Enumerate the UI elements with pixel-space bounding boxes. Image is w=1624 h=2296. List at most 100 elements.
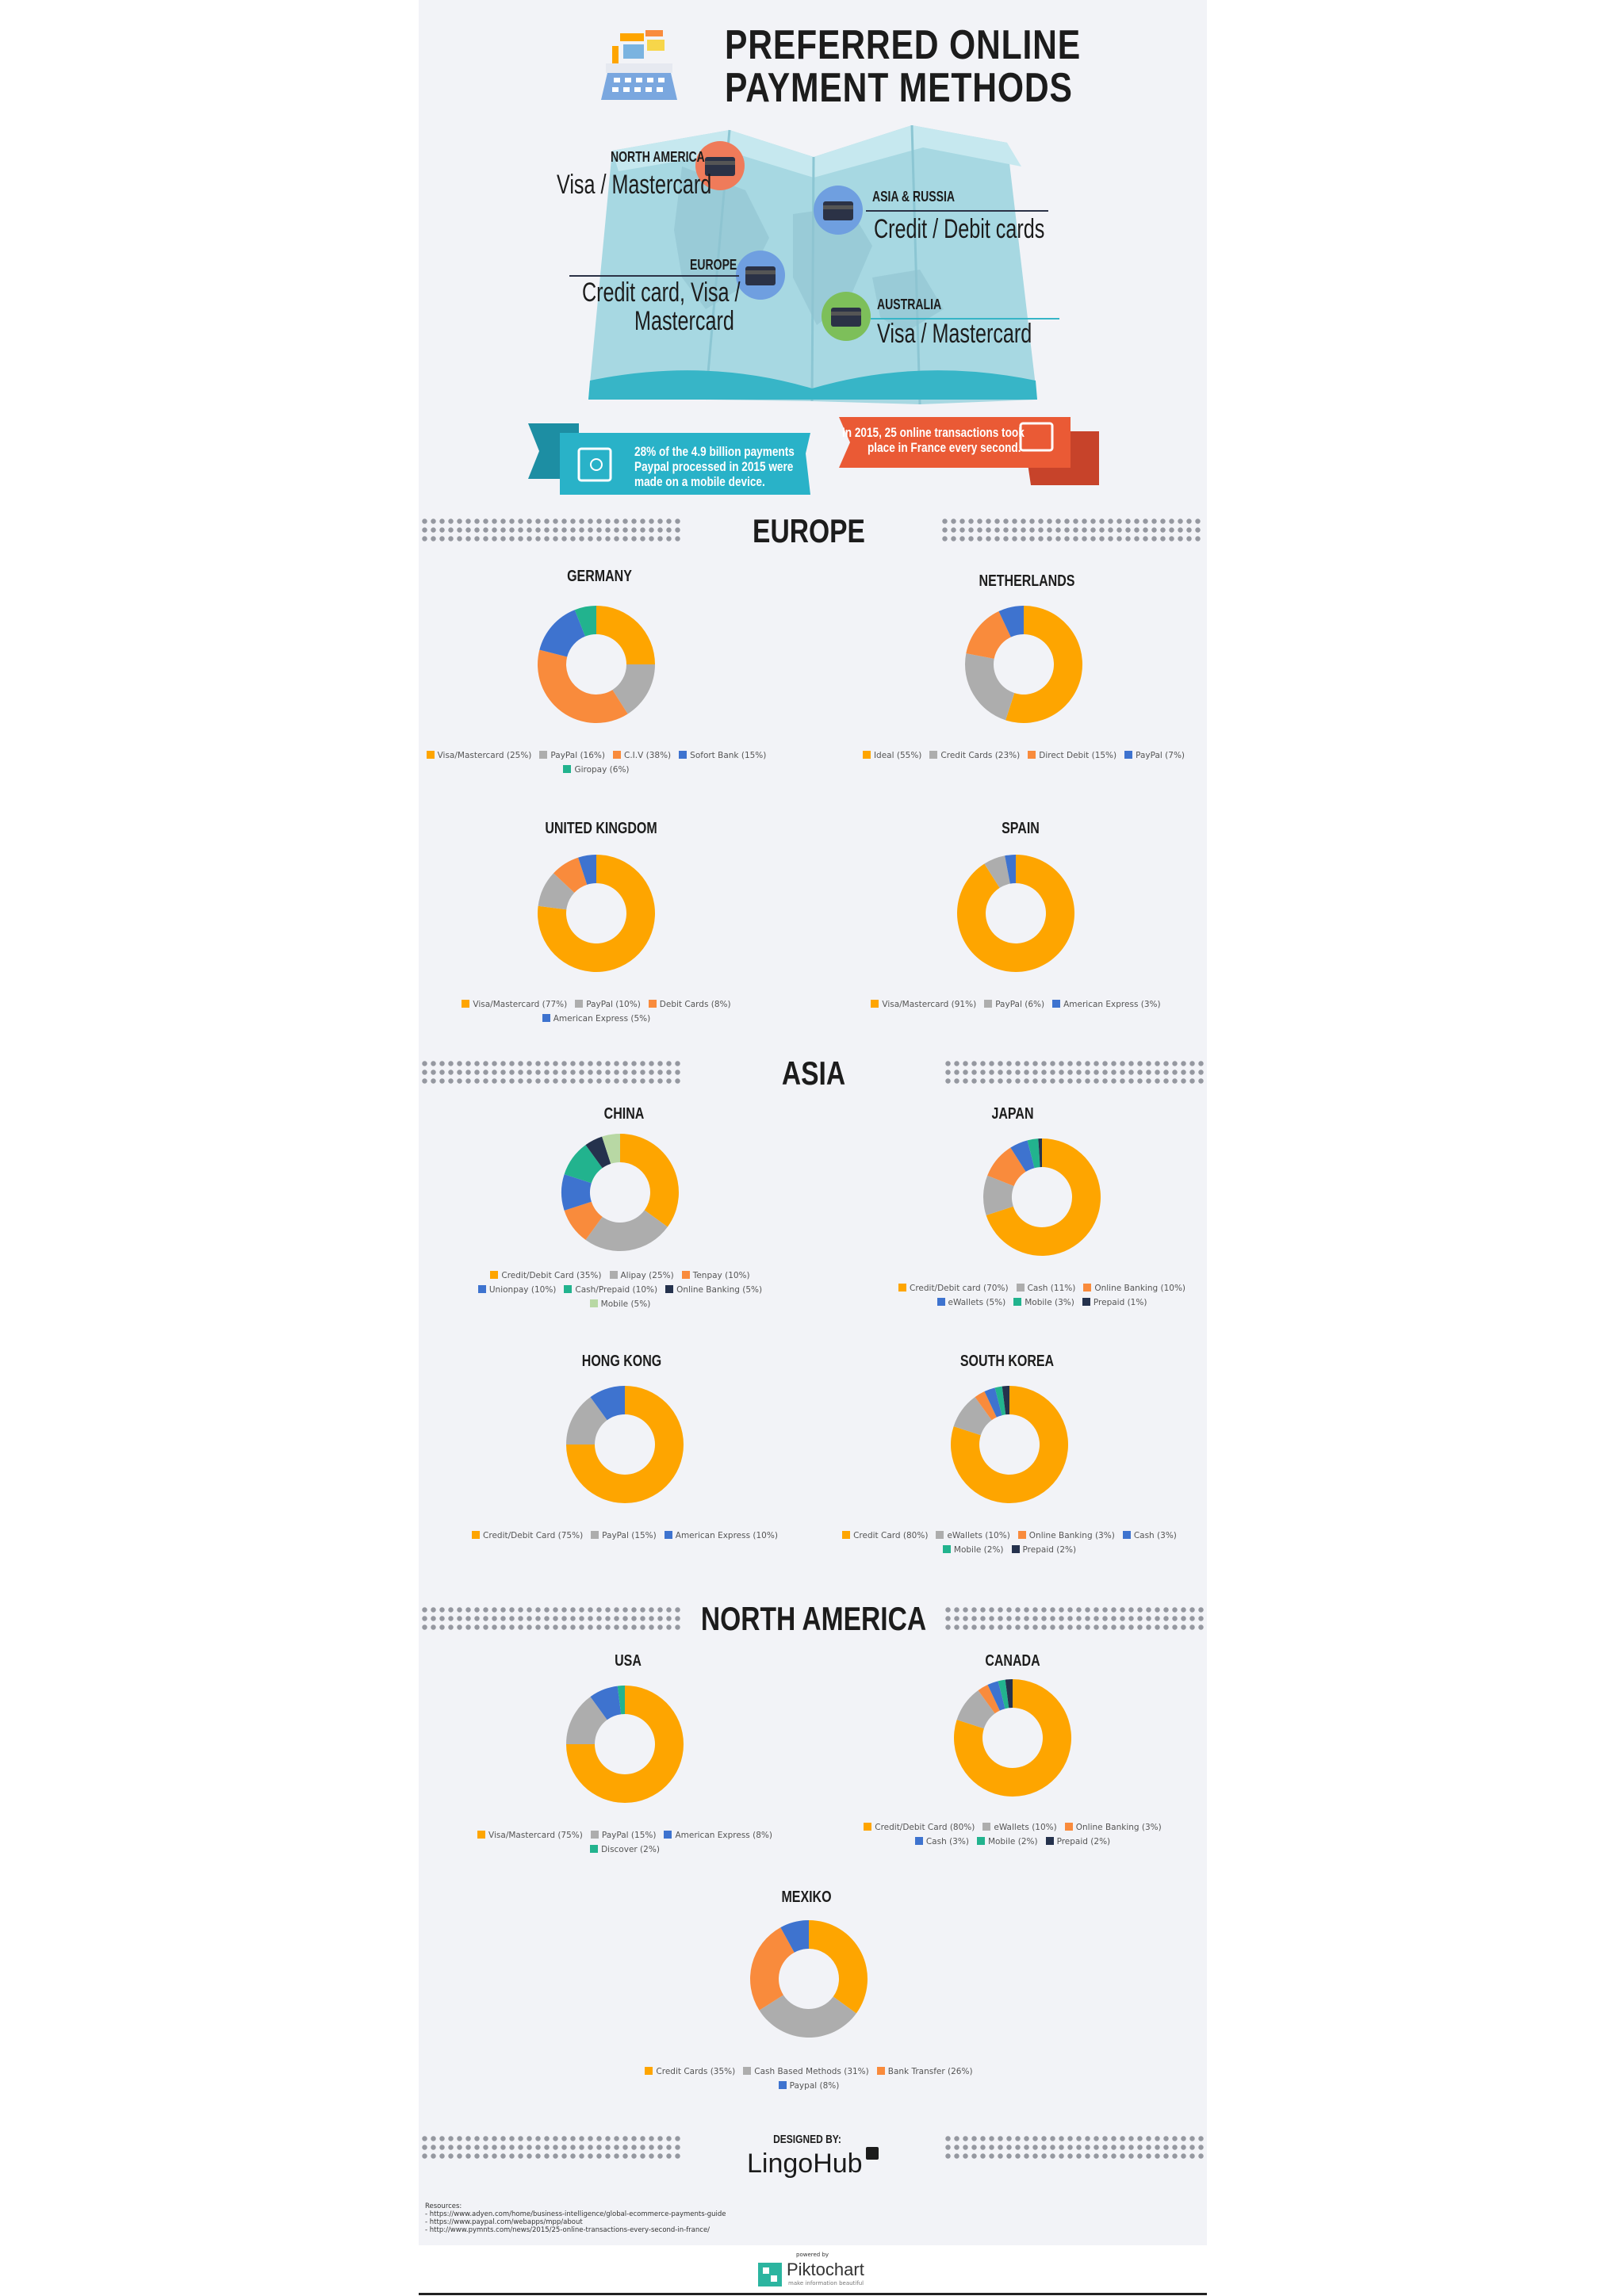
slice-southkorea-4: [994, 1386, 1006, 1416]
slice-china-4: [564, 1145, 603, 1184]
region-callout-lines: [569, 210, 1059, 320]
legend-canada: Credit/Debit Card (80%) eWallets (10%) Onl…: [838, 1820, 1187, 1849]
legend-label: Online Banking (3%): [1075, 1823, 1162, 1832]
donut-chart-hongkong: [566, 1386, 684, 1503]
legend-swatch: [984, 1000, 993, 1008]
slice-hongkong-0: [566, 1386, 684, 1503]
legend-label: Cash (3%): [925, 1837, 969, 1846]
donut-chart-southkorea: [951, 1386, 1068, 1503]
donut-chart-china: [561, 1134, 679, 1251]
fact-right-line-2: place in France every second.: [868, 440, 1021, 455]
donut-chart-mexiko: [750, 1920, 868, 2038]
slice-netherlands-0: [1005, 606, 1082, 724]
donut-chart-germany: [538, 606, 655, 723]
legend-swatch: [1083, 1284, 1092, 1292]
slice-usa-2: [590, 1686, 622, 1720]
legend-southkorea: Credit Card (80%) eWallets (10%) Online Ba…: [835, 1529, 1184, 1557]
slice-japan-4: [1027, 1138, 1040, 1169]
chart-title-japan: JAPAN: [991, 1105, 1034, 1123]
payment-terminal-icon: [601, 30, 677, 100]
legend-label: Credit/Debit Card (35%): [501, 1271, 602, 1280]
slice-mexiko-0: [809, 1920, 868, 2014]
paypal-mobile-fact: 28% of the 4.9 billion payments Paypal p…: [634, 444, 795, 489]
legend-label: Mobile (5%): [600, 1299, 651, 1309]
region-value-europe-1: Credit card, Visa /: [582, 277, 741, 308]
legend-label: PayPal (10%): [586, 1000, 641, 1009]
slice-germany-0: [596, 606, 655, 664]
legend-label: Visa/Mastercard (91%): [882, 1000, 977, 1009]
legend-china: Credit/Debit Card (35%) Alipay (25%) Tenpa…: [446, 1269, 795, 1311]
legend-item: Mobile (3%): [1013, 1295, 1074, 1310]
legend-label: Cash (11%): [1027, 1284, 1076, 1293]
legend-item: American Express (3%): [1052, 997, 1161, 1012]
legend-item: Online Banking (10%): [1083, 1281, 1185, 1295]
legend-item: eWallets (10%): [936, 1529, 1010, 1543]
slice-china-3: [561, 1174, 592, 1211]
slice-spain-1: [984, 855, 1010, 888]
legend-item: Cash/Prepaid (10%): [564, 1283, 657, 1297]
chart-title-mexiko: MEXIKO: [781, 1888, 832, 1906]
legend-label: PayPal (16%): [550, 751, 605, 760]
fact-left-line-2: Paypal processed in 2015 were: [634, 459, 794, 474]
legend-item: Cash (3%): [1122, 1529, 1177, 1543]
legend-item: Visa/Mastercard (75%): [477, 1828, 583, 1843]
legend-swatch: [679, 751, 688, 759]
slice-germany-3: [539, 610, 586, 657]
legend-swatch: [1064, 1823, 1073, 1831]
legend-label: Prepaid (2%): [1022, 1545, 1077, 1555]
legend-swatch: [1124, 751, 1133, 759]
legend-label: American Express (5%): [553, 1014, 651, 1024]
legend-item: Mobile (5%): [589, 1297, 651, 1311]
fact-left-line-3: made on a mobile device.: [634, 474, 765, 489]
region-label-europe: EUROPE: [690, 257, 737, 273]
region-value-asia: Credit / Debit cards: [874, 214, 1045, 244]
legend-label: PayPal (15%): [601, 1831, 657, 1840]
legend-swatch: [613, 751, 621, 759]
legend-label: Giropay (6%): [574, 765, 630, 775]
legend-item: PayPal (16%): [539, 748, 605, 763]
legend-item: American Express (10%): [664, 1529, 778, 1543]
legend-label: Cash/Prepaid (10%): [575, 1285, 658, 1295]
legend-item: Prepaid (1%): [1082, 1295, 1147, 1310]
slice-japan-2: [987, 1147, 1026, 1187]
slice-japan-1: [983, 1175, 1014, 1215]
legend-label: Ideal (55%): [873, 751, 922, 760]
slice-usa-1: [566, 1697, 607, 1744]
lingohub-logo: LingoHub: [747, 2147, 879, 2179]
legend-item: Visa/Mastercard (25%): [426, 748, 531, 763]
legend-label: American Express (3%): [1063, 1000, 1161, 1009]
slice-hongkong-2: [590, 1386, 625, 1421]
resource-link[interactable]: - https://www.paypal.com/webapps/mpp/abo…: [425, 2218, 583, 2226]
legend-label: Mobile (2%): [953, 1545, 1004, 1555]
designed-by-label: DESIGNED BY:: [773, 2133, 841, 2146]
legend-item: Ideal (55%): [862, 748, 922, 763]
legend-item: Credit/Debit Card (80%): [864, 1820, 975, 1835]
slice-mexiko-1: [759, 1995, 856, 2038]
legend-swatch: [490, 1271, 499, 1279]
resource-link[interactable]: - http://www.pymnts.com/news/2015/25-onl…: [425, 2226, 710, 2234]
legend-item: Online Banking (3%): [1064, 1820, 1162, 1835]
legend-swatch: [563, 765, 572, 773]
slice-canada-2: [978, 1685, 1000, 1714]
legend-item: C.I.V (38%): [613, 748, 671, 763]
legend-item: Alipay (25%): [609, 1269, 674, 1283]
fact-banners: [528, 417, 1099, 495]
legend-item: Cash (11%): [1016, 1281, 1076, 1295]
region-value-europe-2: Mastercard: [634, 306, 734, 336]
dot-pattern-right: [944, 1059, 1205, 1086]
legend-swatch: [1045, 1837, 1054, 1845]
legend-swatch: [1122, 1531, 1131, 1539]
resource-link[interactable]: - https://www.adyen.com/home/business-in…: [425, 2210, 726, 2218]
slice-china-2: [564, 1201, 603, 1240]
legend-swatch: [591, 1531, 599, 1539]
legend-swatch: [743, 2067, 752, 2075]
legend-label: Credit Cards (23%): [940, 751, 1021, 760]
legend-item: Cash Based Methods (31%): [743, 2064, 869, 2079]
slice-china-1: [585, 1210, 668, 1251]
legend-item: Prepaid (2%): [1011, 1543, 1077, 1557]
legend-swatch: [929, 751, 938, 759]
legend-label: C.I.V (38%): [624, 751, 672, 760]
legend-label: PayPal (6%): [995, 1000, 1045, 1009]
slice-canada-0: [954, 1679, 1071, 1797]
legend-swatch: [936, 1531, 944, 1539]
